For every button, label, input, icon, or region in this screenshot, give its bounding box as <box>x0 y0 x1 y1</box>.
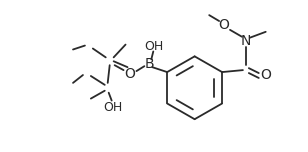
Text: O: O <box>124 67 135 81</box>
Text: O: O <box>260 68 271 82</box>
Text: O: O <box>219 18 229 32</box>
Text: N: N <box>241 34 251 48</box>
Text: OH: OH <box>145 40 164 53</box>
Text: OH: OH <box>103 101 122 114</box>
Text: B: B <box>144 57 154 71</box>
